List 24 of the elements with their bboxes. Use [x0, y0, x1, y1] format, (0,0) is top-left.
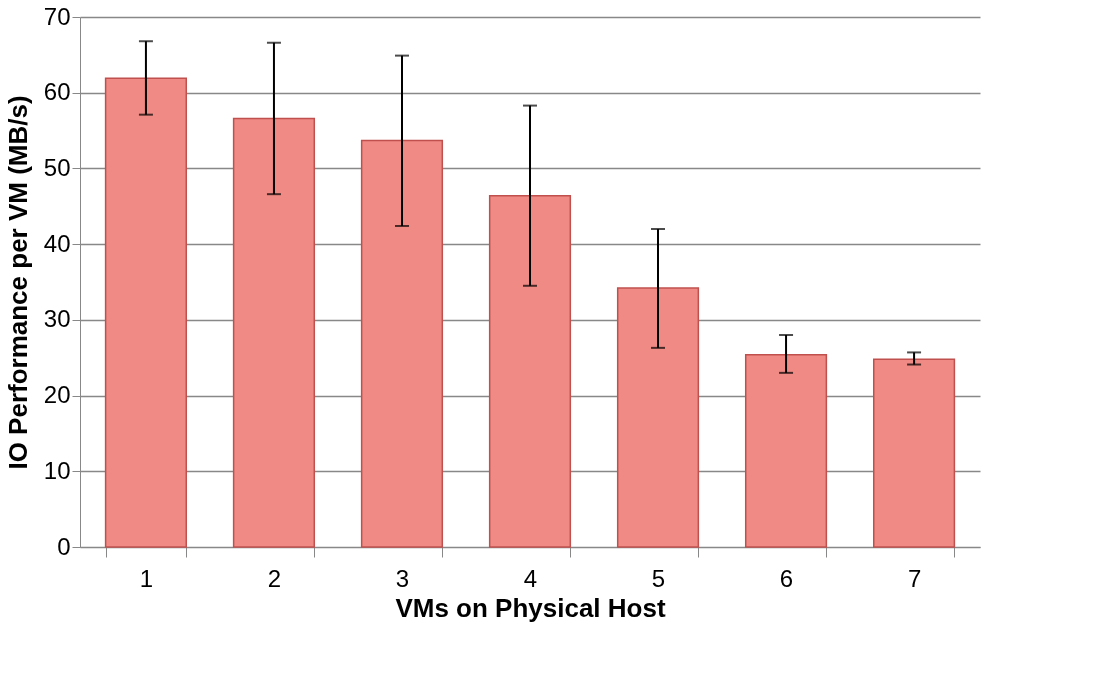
- x-tick-label: 3: [395, 564, 410, 592]
- bar: [488, 194, 572, 548]
- x-tick-label: 5: [651, 564, 666, 592]
- y-tick-label: 0: [57, 532, 71, 560]
- x-tick-label: 4: [523, 564, 538, 592]
- y-tick-label: 60: [43, 78, 71, 106]
- bar: [744, 353, 828, 548]
- x-tick-label: 6: [779, 564, 794, 592]
- bar: [616, 287, 700, 548]
- x-axis-title: VMs on Physical Host: [395, 592, 666, 623]
- bar: [232, 117, 316, 548]
- y-tick-label: 30: [43, 305, 71, 333]
- bar: [104, 77, 188, 548]
- y-tick-label: 70: [43, 2, 71, 30]
- x-tick-label: 7: [907, 564, 922, 592]
- bar: [872, 358, 956, 548]
- y-tick-label: 40: [43, 229, 71, 257]
- y-tick-label: 10: [43, 456, 71, 484]
- y-tick-label: 20: [43, 381, 71, 409]
- bar: [360, 139, 444, 548]
- x-tick-label: 1: [139, 564, 154, 592]
- y-axis-title: IO Performance per VM (MB/s): [2, 95, 33, 470]
- x-tick-label: 2: [267, 564, 282, 592]
- y-tick-label: 50: [43, 153, 71, 181]
